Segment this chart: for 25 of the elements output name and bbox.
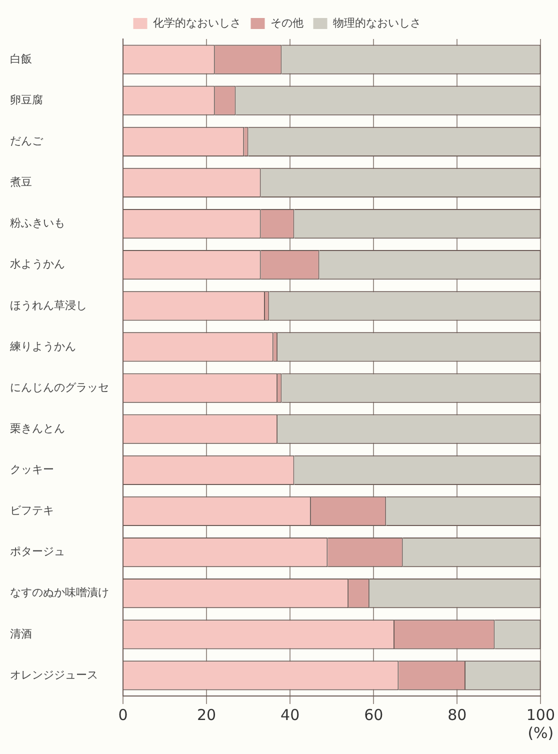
legend-label: その他 [270, 16, 304, 30]
x-tick-label: 80 [448, 706, 467, 724]
y-tick-label: 煮豆 [10, 176, 32, 189]
x-tick-label: 0 [118, 706, 128, 724]
y-tick-label: なすのぬか味噌漬け [10, 586, 109, 600]
y-tick-label: ポタージュ [10, 545, 65, 558]
x-tick-label: 60 [364, 706, 384, 724]
y-tick-label: 粉ふきいも [10, 216, 65, 230]
x-tick-label: 100 (%) [526, 706, 556, 742]
y-tick-label: ほうれん草浸し [10, 298, 87, 312]
y-tick-label: 水ようかん [10, 258, 65, 271]
y-tick-label: にんじんのグラッセ [10, 380, 109, 394]
y-tick-label: クッキー [10, 463, 54, 476]
y-tick-label: 白飯 [10, 52, 32, 66]
y-tick-label: 卵豆腐 [10, 93, 43, 106]
y-tick-label: ビフテキ [10, 504, 54, 518]
x-tick-label: 20 [196, 706, 216, 724]
y-tick-label: 栗きんとん [10, 422, 65, 435]
y-tick-label: だんご [10, 134, 44, 148]
y-tick-label: 清酒 [10, 627, 32, 640]
y-tick-label: オレンジジュース [10, 668, 98, 682]
legend-label: 物理的なおいしさ [332, 16, 421, 30]
legend-label: 化学的なおいしさ [152, 16, 241, 30]
y-tick-label: 練りようかん [9, 340, 76, 353]
x-tick-label: 40 [280, 706, 300, 724]
